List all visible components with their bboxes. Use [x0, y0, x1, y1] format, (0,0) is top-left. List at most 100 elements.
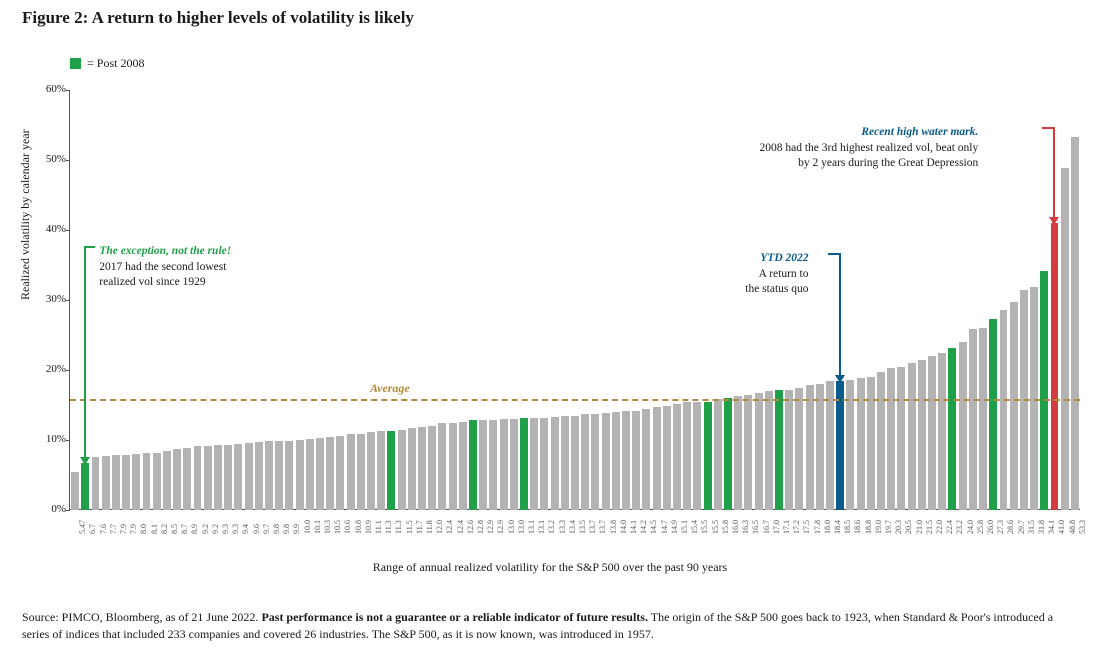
x-tick: 9.8 — [272, 524, 281, 534]
legend-label: = Post 2008 — [87, 56, 144, 71]
x-tick: 12.4 — [445, 520, 454, 534]
x-tick: 8.5 — [170, 524, 179, 534]
annotation-heading: Recent high water mark. — [759, 125, 978, 141]
annotation: Recent high water mark.2008 had the 3rd … — [759, 125, 978, 172]
bar — [102, 456, 110, 510]
x-tick: 21.5 — [925, 520, 934, 534]
bar — [591, 414, 599, 510]
bar — [714, 399, 722, 510]
bar — [1040, 271, 1048, 510]
x-tick: 13.7 — [598, 520, 607, 534]
x-tick: 29.7 — [1017, 520, 1026, 534]
x-tick: 9.6 — [252, 524, 261, 534]
x-tick: 15.5 — [700, 520, 709, 534]
x-tick: 13.8 — [609, 520, 618, 534]
x-tick: 17.0 — [772, 520, 781, 534]
annotation-line: 2008 had the 3rd highest realized vol, b… — [759, 141, 978, 157]
x-tick: 12.9 — [486, 520, 495, 534]
bar — [704, 402, 712, 511]
x-tick: 12.8 — [476, 520, 485, 534]
bar — [296, 440, 304, 510]
x-tick: 25.8 — [976, 520, 985, 534]
annotation-line: the status quo — [745, 282, 808, 298]
arrow — [84, 246, 86, 459]
x-tick: 13.0 — [517, 520, 526, 534]
bar — [510, 419, 518, 510]
bar — [642, 409, 650, 511]
bar — [622, 411, 630, 510]
y-axis-label: Realized volatility by calendar year — [18, 129, 33, 300]
x-tick: 10.6 — [343, 520, 352, 534]
x-tick: 13.4 — [568, 520, 577, 534]
bar — [653, 407, 661, 510]
bar — [92, 457, 100, 510]
x-tick: 14.5 — [649, 520, 658, 534]
x-tick: 16.7 — [762, 520, 771, 534]
bar — [214, 445, 222, 510]
bar — [500, 419, 508, 510]
x-tick: 18.4 — [833, 520, 842, 534]
x-tick: 53.3 — [1078, 520, 1087, 534]
bar — [398, 430, 406, 511]
bar — [908, 363, 916, 510]
x-tick: 18.0 — [823, 520, 832, 534]
bar — [765, 391, 773, 510]
bar — [153, 453, 161, 510]
x-tick: 22.0 — [935, 520, 944, 534]
x-tick: 10.1 — [313, 520, 322, 534]
x-tick: 9.3 — [231, 524, 240, 534]
average-line — [70, 399, 1080, 401]
arrow-head-icon — [80, 457, 90, 465]
bar — [387, 431, 395, 510]
bar — [785, 390, 793, 510]
bar — [959, 342, 967, 510]
bar — [602, 413, 610, 510]
bar — [122, 455, 130, 510]
average-label: Average — [370, 381, 410, 396]
x-tick: 8.2 — [160, 524, 169, 534]
bar — [234, 444, 242, 510]
bar — [459, 422, 467, 510]
bar — [663, 406, 671, 510]
y-tick: 0% — [36, 503, 66, 515]
x-tick: 20.5 — [904, 520, 913, 534]
bar — [683, 402, 691, 510]
x-tick: 11.8 — [425, 520, 434, 534]
bar — [989, 319, 997, 510]
bar — [744, 395, 752, 511]
bar — [326, 437, 334, 511]
x-tick: 23.2 — [955, 520, 964, 534]
x-tick: 16.3 — [741, 520, 750, 534]
x-tick: 7.9 — [129, 524, 138, 534]
bar — [530, 418, 538, 510]
x-tick: 21.0 — [915, 520, 924, 534]
bar — [347, 434, 355, 510]
footer-source: Source: PIMCO, Bloomberg, as of 21 June … — [22, 609, 1078, 643]
x-tick: 13.2 — [547, 520, 556, 534]
x-tick: 17.5 — [802, 520, 811, 534]
x-tick: 11.3 — [394, 520, 403, 534]
x-tick: 10.8 — [354, 520, 363, 534]
annotation: YTD 2022A return tothe status quo — [745, 251, 808, 298]
bar — [928, 356, 936, 510]
y-tick: 40% — [36, 223, 66, 235]
legend-swatch — [70, 58, 81, 69]
x-tick: 26.0 — [986, 520, 995, 534]
x-tick: 13.7 — [588, 520, 597, 534]
arrow — [839, 253, 841, 377]
bar — [612, 412, 620, 510]
bar — [1061, 168, 1069, 510]
x-tick: 11.5 — [405, 520, 414, 534]
footer-source-text: Source: PIMCO, Bloomberg, as of 21 June … — [22, 610, 261, 624]
x-tick: 14.7 — [660, 520, 669, 534]
x-tick: 17.2 — [792, 520, 801, 534]
bar — [255, 442, 263, 510]
x-tick: 15.1 — [680, 520, 689, 534]
x-tick: 8.7 — [180, 524, 189, 534]
bar — [857, 378, 865, 510]
bar — [204, 446, 212, 510]
annotation-line: 2017 had the second lowest — [99, 260, 231, 276]
x-tick: 14.9 — [670, 520, 679, 534]
x-tick: 19.7 — [884, 520, 893, 534]
bar — [816, 384, 824, 510]
